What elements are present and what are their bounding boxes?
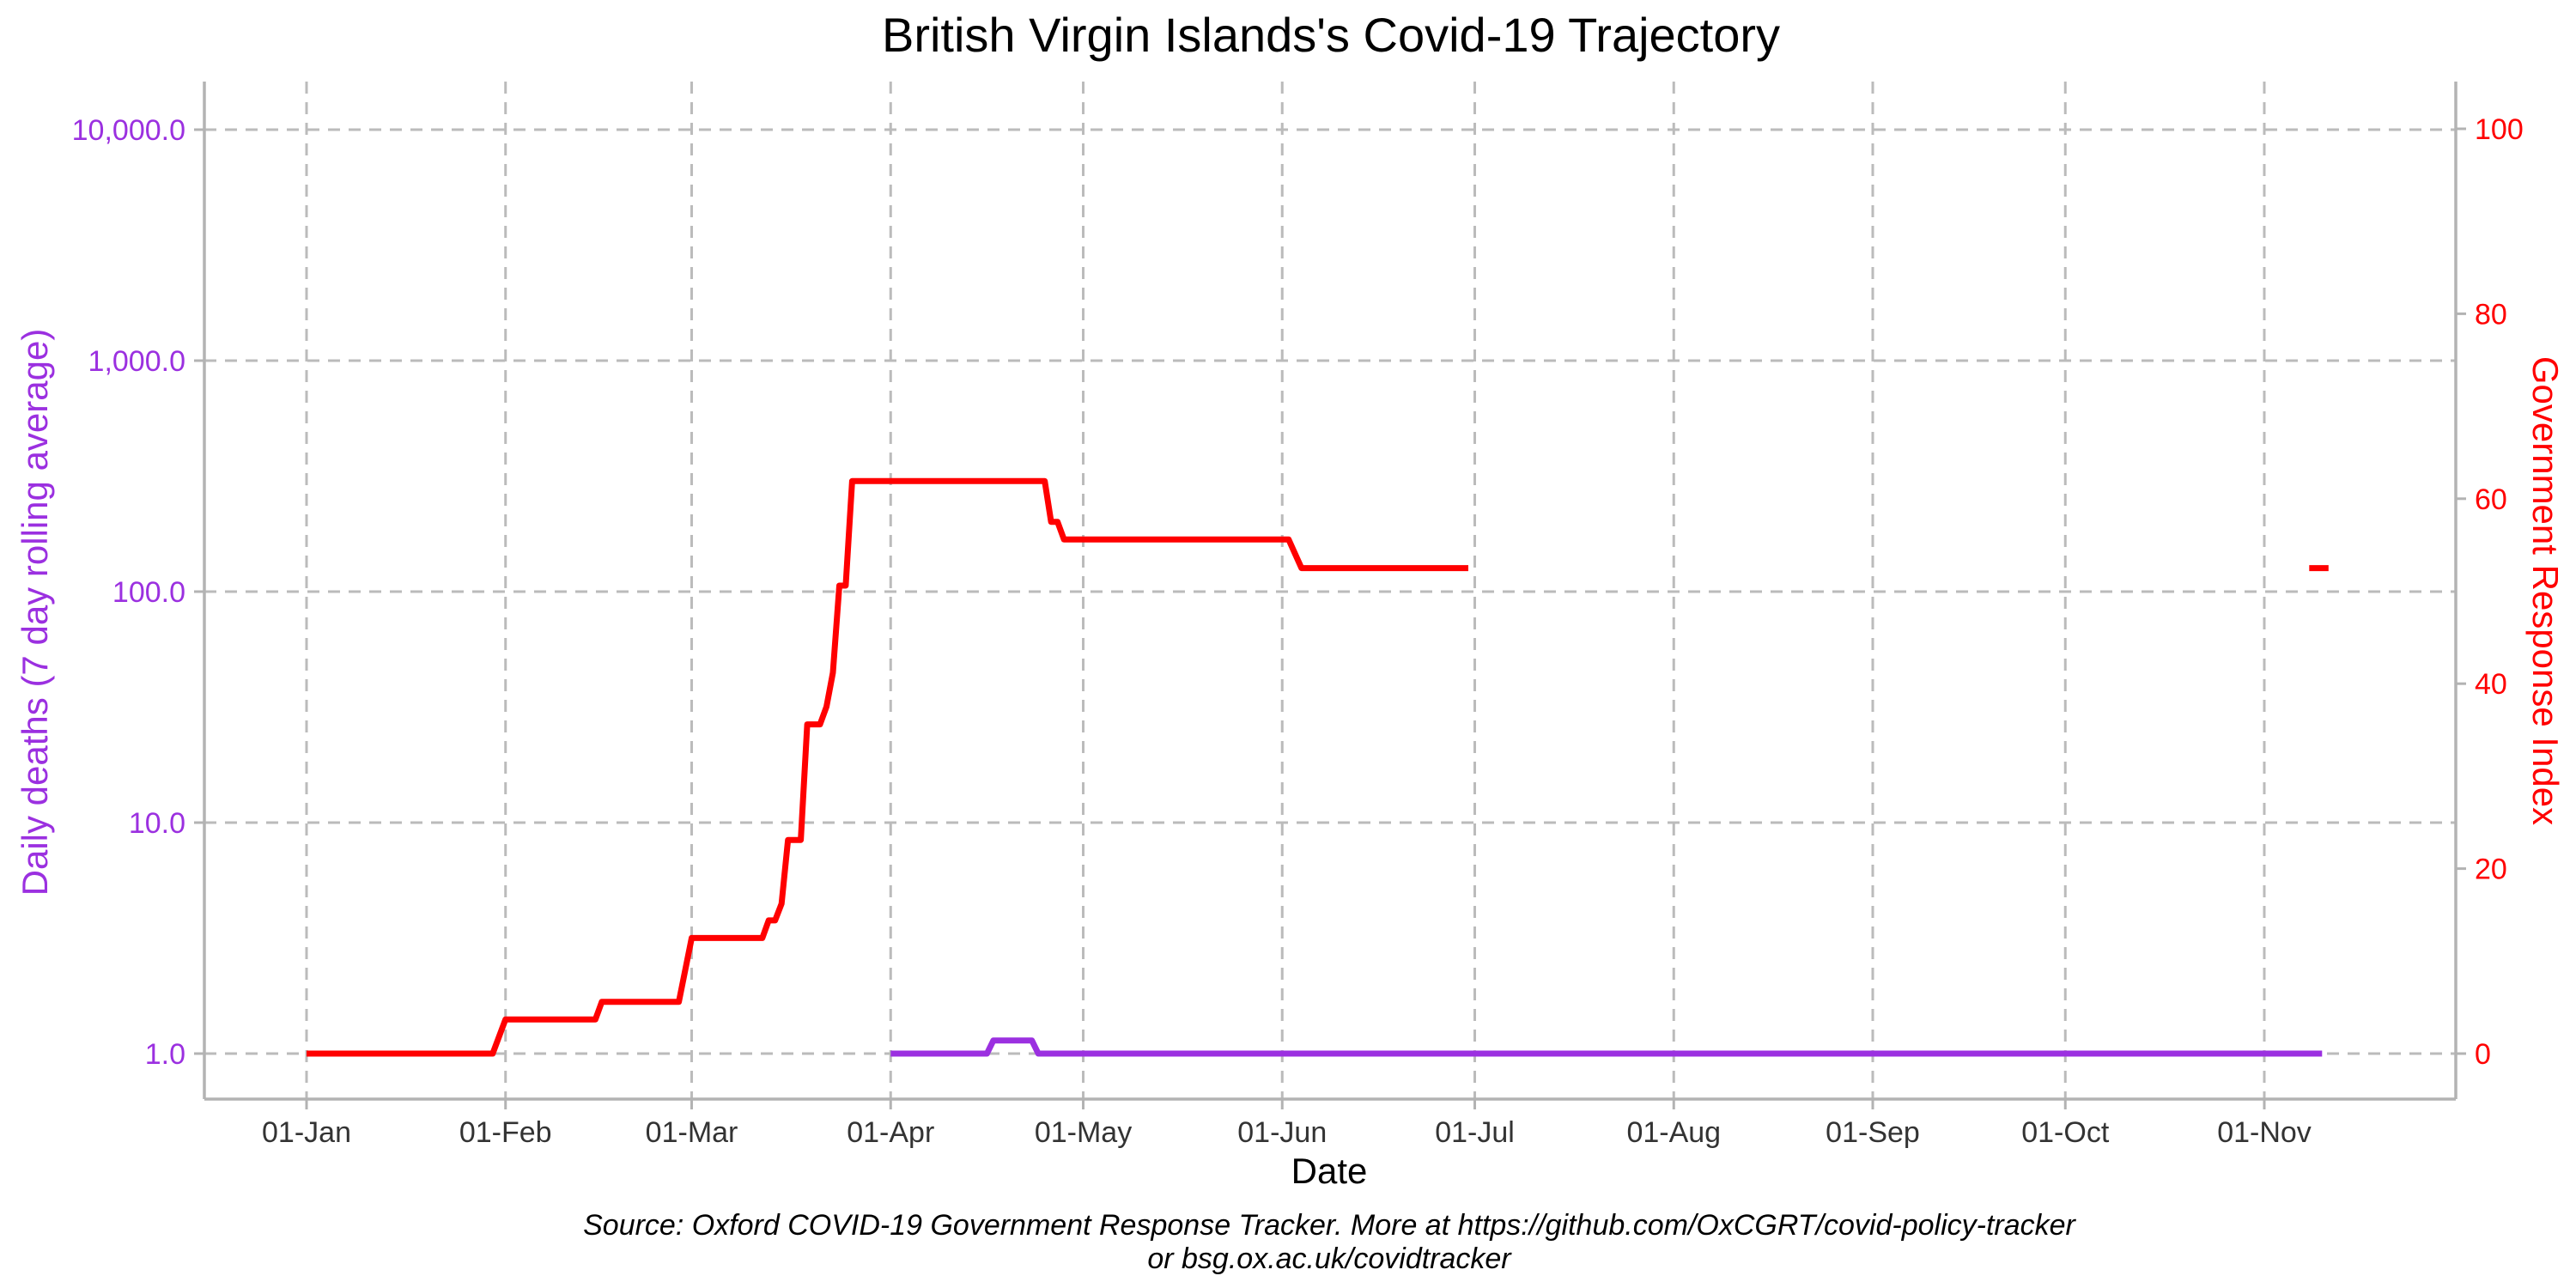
x-tick-label: 01-Apr	[847, 1116, 934, 1149]
y-left-tick-label: 1,000.0	[88, 345, 185, 378]
y-left-tick-label: 10,000.0	[72, 114, 185, 147]
government-response-index-line	[307, 477, 1468, 1057]
y-axis-right-label: Government Response Index	[2525, 356, 2566, 825]
axes	[194, 82, 2466, 1109]
x-tick-label: 01-Jul	[1435, 1116, 1515, 1149]
x-tick-label: 01-Oct	[2021, 1116, 2110, 1149]
y-axis-left-label: Daily deaths (7 day rolling average)	[15, 329, 55, 896]
y-right-tick-label: 80	[2475, 298, 2507, 331]
grid-lines	[204, 82, 2456, 1099]
x-tick-label: 01-Mar	[646, 1116, 738, 1149]
daily-deaths-line	[890, 1037, 2323, 1057]
x-tick-label: 01-Sep	[1826, 1116, 1920, 1149]
x-tick-label: 01-May	[1035, 1116, 1132, 1149]
x-tick-label: 01-Nov	[2217, 1116, 2312, 1149]
x-axis-label: Date	[1291, 1151, 1368, 1191]
x-tick-label: 01-Jun	[1237, 1116, 1327, 1149]
y-left-tick-label: 100.0	[112, 576, 185, 609]
y-right-tick-label: 20	[2475, 854, 2507, 886]
x-tick-label: 01-Feb	[459, 1116, 552, 1149]
source-caption-line-1: Source: Oxford COVID-19 Government Respo…	[583, 1209, 2076, 1242]
y-right-tick-label: 60	[2475, 483, 2507, 516]
chart-title: British Virgin Islands's Covid-19 Trajec…	[882, 8, 1780, 62]
y-right-tick-label: 100	[2475, 113, 2524, 146]
x-tick-label: 01-Jan	[262, 1116, 351, 1149]
y-right-tick-label: 40	[2475, 668, 2507, 701]
y-left-tick-label: 10.0	[129, 807, 185, 840]
source-caption-line-2: or bsg.ox.ac.uk/covidtracker	[1147, 1242, 1512, 1275]
x-tick-label: 01-Aug	[1626, 1116, 1721, 1149]
series-lines	[307, 477, 2329, 1057]
y-right-tick-label: 0	[2475, 1038, 2491, 1071]
tick-labels: 01-Jan 01-Feb 01-Mar 01-Apr 01-May 01-Jun 01-J…	[72, 113, 2524, 1149]
y-left-tick-label: 1.0	[145, 1038, 185, 1071]
